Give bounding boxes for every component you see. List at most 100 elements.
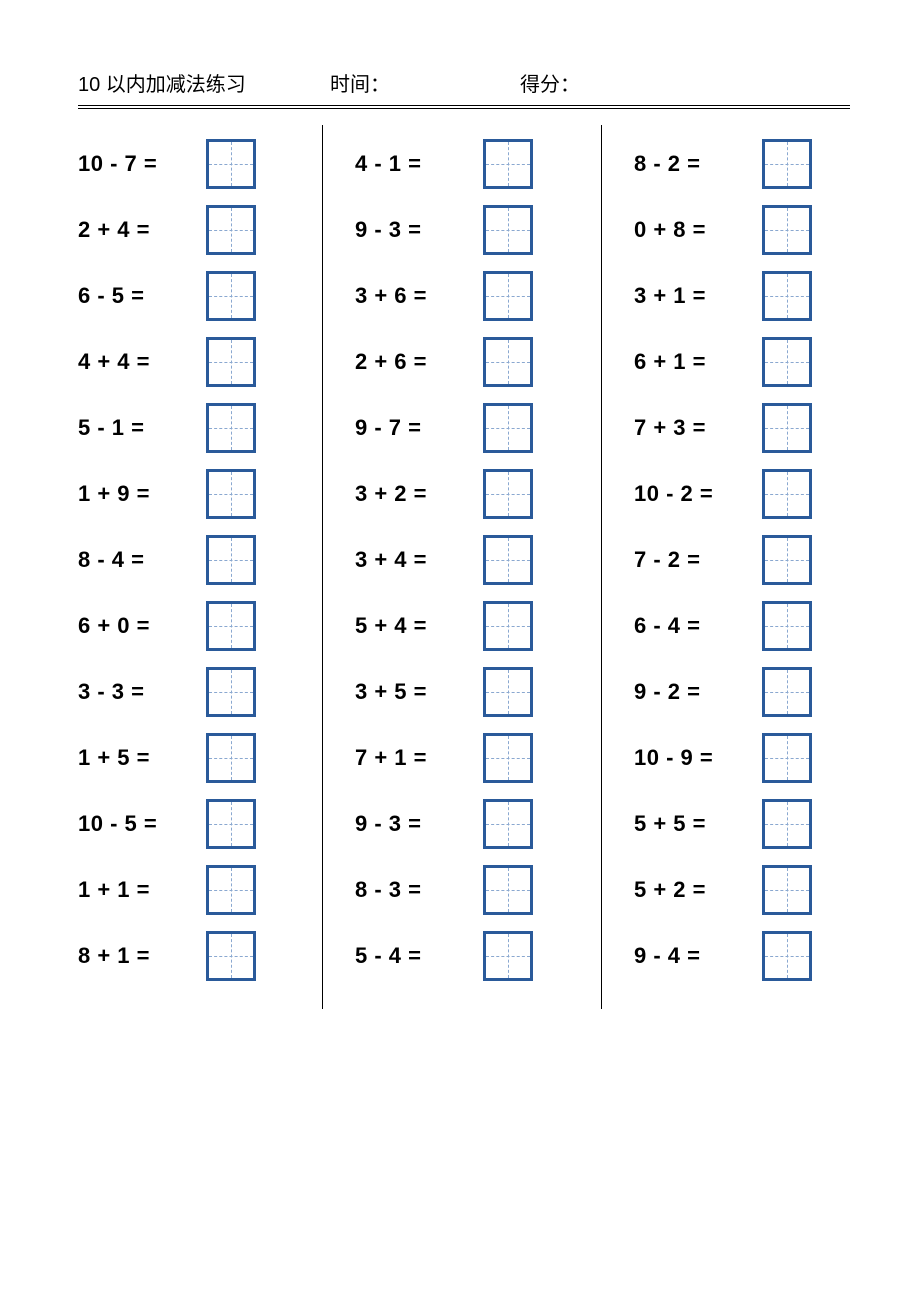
problem-row: 7 + 3 = bbox=[634, 395, 850, 461]
expression: 8 - 3 = bbox=[355, 877, 483, 903]
expression: 1 + 5 = bbox=[78, 745, 206, 771]
answer-box[interactable] bbox=[206, 337, 256, 387]
answer-box[interactable] bbox=[206, 403, 256, 453]
expression: 5 - 1 = bbox=[78, 415, 206, 441]
answer-box[interactable] bbox=[206, 799, 256, 849]
problem-row: 0 + 8 = bbox=[634, 197, 850, 263]
answer-box[interactable] bbox=[483, 601, 533, 651]
expression: 3 + 2 = bbox=[355, 481, 483, 507]
answer-box[interactable] bbox=[762, 337, 812, 387]
problem-row: 5 - 1 = bbox=[78, 395, 292, 461]
expression: 8 - 2 = bbox=[634, 151, 762, 177]
problem-row: 10 - 2 = bbox=[634, 461, 850, 527]
expression: 4 + 4 = bbox=[78, 349, 206, 375]
expression: 10 - 5 = bbox=[78, 811, 206, 837]
expression: 10 - 7 = bbox=[78, 151, 206, 177]
answer-box[interactable] bbox=[206, 931, 256, 981]
answer-box[interactable] bbox=[483, 271, 533, 321]
problem-row: 9 - 2 = bbox=[634, 659, 850, 725]
answer-box[interactable] bbox=[483, 865, 533, 915]
problem-row: 6 + 1 = bbox=[634, 329, 850, 395]
answer-box[interactable] bbox=[483, 205, 533, 255]
problem-row: 7 + 1 = bbox=[355, 725, 571, 791]
problem-row: 2 + 4 = bbox=[78, 197, 292, 263]
answer-box[interactable] bbox=[206, 139, 256, 189]
expression: 6 - 5 = bbox=[78, 283, 206, 309]
expression: 6 + 1 = bbox=[634, 349, 762, 375]
column-0: 10 - 7 = 2 + 4 = 6 - 5 = 4 + 4 = 5 - 1 = 1 + … bbox=[78, 125, 322, 1009]
answer-box[interactable] bbox=[762, 469, 812, 519]
answer-box[interactable] bbox=[762, 205, 812, 255]
answer-box[interactable] bbox=[762, 139, 812, 189]
problem-row: 5 + 5 = bbox=[634, 791, 850, 857]
expression: 5 - 4 = bbox=[355, 943, 483, 969]
answer-box[interactable] bbox=[762, 931, 812, 981]
expression: 3 + 1 = bbox=[634, 283, 762, 309]
problem-row: 3 + 6 = bbox=[355, 263, 571, 329]
expression: 3 + 5 = bbox=[355, 679, 483, 705]
problem-row: 8 - 2 = bbox=[634, 131, 850, 197]
expression: 4 - 1 = bbox=[355, 151, 483, 177]
worksheet-columns: 10 - 7 = 2 + 4 = 6 - 5 = 4 + 4 = 5 - 1 = 1 + … bbox=[78, 125, 850, 1009]
answer-box[interactable] bbox=[483, 733, 533, 783]
expression: 9 - 2 = bbox=[634, 679, 762, 705]
expression: 8 - 4 = bbox=[78, 547, 206, 573]
expression: 9 - 3 = bbox=[355, 811, 483, 837]
problem-row: 5 - 4 = bbox=[355, 923, 571, 989]
expression: 7 - 2 = bbox=[634, 547, 762, 573]
answer-box[interactable] bbox=[762, 865, 812, 915]
problem-row: 3 - 3 = bbox=[78, 659, 292, 725]
problem-row: 6 - 4 = bbox=[634, 593, 850, 659]
problem-row: 6 + 0 = bbox=[78, 593, 292, 659]
answer-box[interactable] bbox=[483, 469, 533, 519]
expression: 5 + 4 = bbox=[355, 613, 483, 639]
answer-box[interactable] bbox=[483, 139, 533, 189]
answer-box[interactable] bbox=[762, 667, 812, 717]
answer-box[interactable] bbox=[483, 535, 533, 585]
answer-box[interactable] bbox=[762, 403, 812, 453]
problem-row: 4 + 4 = bbox=[78, 329, 292, 395]
expression: 9 - 7 = bbox=[355, 415, 483, 441]
problem-row: 1 + 9 = bbox=[78, 461, 292, 527]
expression: 0 + 8 = bbox=[634, 217, 762, 243]
expression: 5 + 5 = bbox=[634, 811, 762, 837]
problem-row: 8 - 4 = bbox=[78, 527, 292, 593]
answer-box[interactable] bbox=[762, 601, 812, 651]
expression: 5 + 2 = bbox=[634, 877, 762, 903]
time-label: 时间： bbox=[330, 68, 520, 97]
answer-box[interactable] bbox=[206, 733, 256, 783]
problem-row: 10 - 7 = bbox=[78, 131, 292, 197]
answer-box[interactable] bbox=[206, 535, 256, 585]
answer-box[interactable] bbox=[483, 403, 533, 453]
problem-row: 9 - 4 = bbox=[634, 923, 850, 989]
expression: 9 - 4 = bbox=[634, 943, 762, 969]
problem-row: 2 + 6 = bbox=[355, 329, 571, 395]
answer-box[interactable] bbox=[206, 667, 256, 717]
answer-box[interactable] bbox=[483, 667, 533, 717]
answer-box[interactable] bbox=[762, 733, 812, 783]
answer-box[interactable] bbox=[206, 469, 256, 519]
problem-row: 7 - 2 = bbox=[634, 527, 850, 593]
problem-row: 9 - 7 = bbox=[355, 395, 571, 461]
answer-box[interactable] bbox=[206, 205, 256, 255]
answer-box[interactable] bbox=[762, 535, 812, 585]
expression: 6 - 4 = bbox=[634, 613, 762, 639]
answer-box[interactable] bbox=[762, 271, 812, 321]
answer-box[interactable] bbox=[483, 337, 533, 387]
answer-box[interactable] bbox=[206, 601, 256, 651]
expression: 10 - 2 = bbox=[634, 481, 762, 507]
expression: 6 + 0 = bbox=[78, 613, 206, 639]
answer-box[interactable] bbox=[762, 799, 812, 849]
problem-row: 3 + 5 = bbox=[355, 659, 571, 725]
column-1: 4 - 1 = 9 - 3 = 3 + 6 =2 + 6 = 9 - 7 = 3 + 2… bbox=[322, 125, 602, 1009]
problem-row: 3 + 1 = bbox=[634, 263, 850, 329]
problem-row: 5 + 2 = bbox=[634, 857, 850, 923]
answer-box[interactable] bbox=[206, 865, 256, 915]
answer-box[interactable] bbox=[483, 799, 533, 849]
answer-box[interactable] bbox=[483, 931, 533, 981]
problem-row: 10 - 5 = bbox=[78, 791, 292, 857]
problem-row: 6 - 5 = bbox=[78, 263, 292, 329]
expression: 2 + 4 = bbox=[78, 217, 206, 243]
expression: 10 - 9 = bbox=[634, 745, 762, 771]
answer-box[interactable] bbox=[206, 271, 256, 321]
